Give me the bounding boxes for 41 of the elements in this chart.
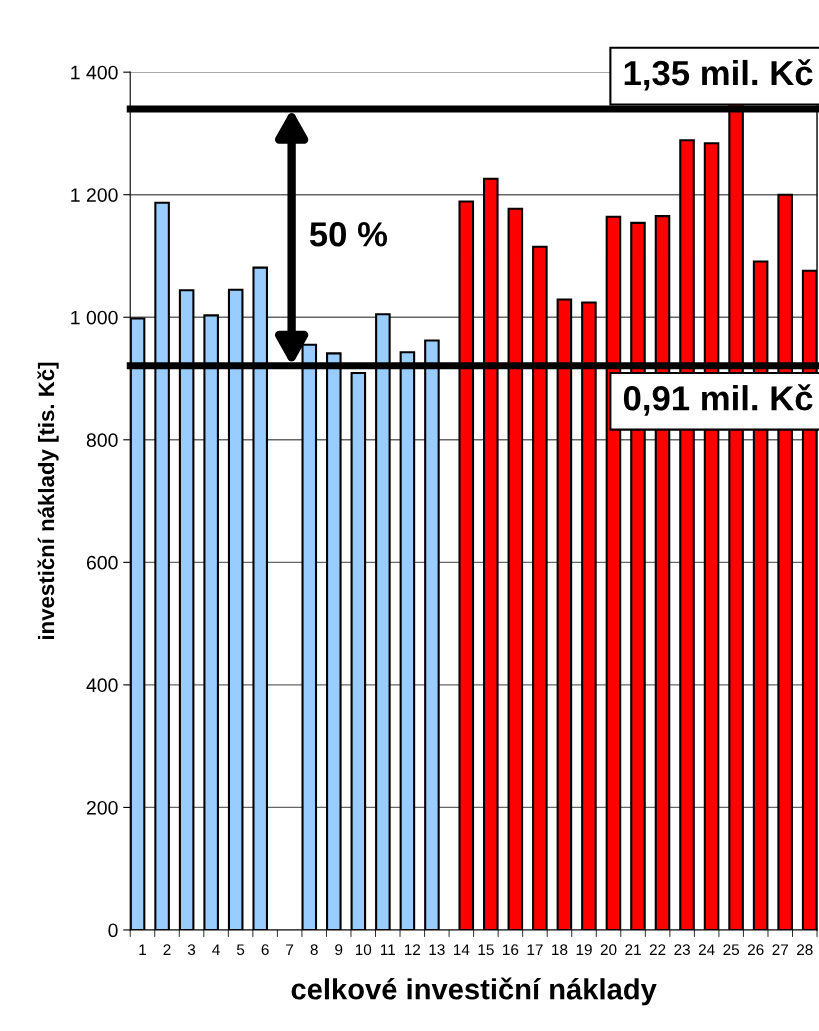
x-tick-label: 5 xyxy=(236,944,245,956)
annotation: 50 % xyxy=(309,222,388,247)
x-tick-label: 2 xyxy=(163,944,171,955)
x-tick-label: 12 xyxy=(404,944,421,955)
y-tick-label: 600 xyxy=(86,555,118,570)
y-tick-label: 200 xyxy=(86,800,118,815)
x-tick-label: 26 xyxy=(747,944,764,956)
x-tick-label: 4 xyxy=(212,944,220,955)
x-tick-label: 11 xyxy=(381,944,395,955)
x-axis-title: celkové investiční náklady xyxy=(291,977,657,1006)
x-tick-label: 23 xyxy=(674,944,690,956)
x-tick-label: 21 xyxy=(625,944,641,955)
y-tick-label: 1 200 xyxy=(71,188,118,202)
x-tick-label: 9 xyxy=(335,944,343,956)
y-tick-label: 400 xyxy=(86,678,118,693)
x-tick-label: 19 xyxy=(576,944,592,956)
x-tick-label: 13 xyxy=(429,944,445,956)
x-tick-label: 20 xyxy=(600,944,617,956)
x-tick-label: 16 xyxy=(503,944,519,956)
x-tick-label: 25 xyxy=(723,944,740,956)
x-tick-label: 7 xyxy=(286,944,294,955)
x-tick-label: 6 xyxy=(261,944,269,956)
x-tick-label: 27 xyxy=(772,944,788,955)
x-tick-label: 8 xyxy=(310,944,318,956)
y-tick-label: 0 xyxy=(108,923,118,938)
y-axis-title: investiční náklady [tis. Kč] xyxy=(37,362,59,640)
x-tick-label: 10 xyxy=(355,944,372,956)
x-tick-label: 18 xyxy=(552,944,568,956)
y-tick-label: 800 xyxy=(86,433,118,448)
ref-line-label: 1,35 mil. Kč xyxy=(624,59,813,91)
x-tick-label: 14 xyxy=(454,944,470,955)
x-tick-label: 24 xyxy=(698,944,715,955)
x-tick-label: 3 xyxy=(187,944,196,956)
ref-line-label: 0,91 mil. Kč xyxy=(623,384,813,416)
y-tick-label: 1 400 xyxy=(71,65,118,80)
x-tick-label: 15 xyxy=(478,944,494,956)
x-tick-label: 28 xyxy=(797,944,813,956)
x-tick-label: 17 xyxy=(527,944,543,955)
x-tick-label: 1 xyxy=(139,944,146,955)
y-tick-label: 1 000 xyxy=(71,310,118,325)
x-tick-label: 22 xyxy=(649,944,666,955)
